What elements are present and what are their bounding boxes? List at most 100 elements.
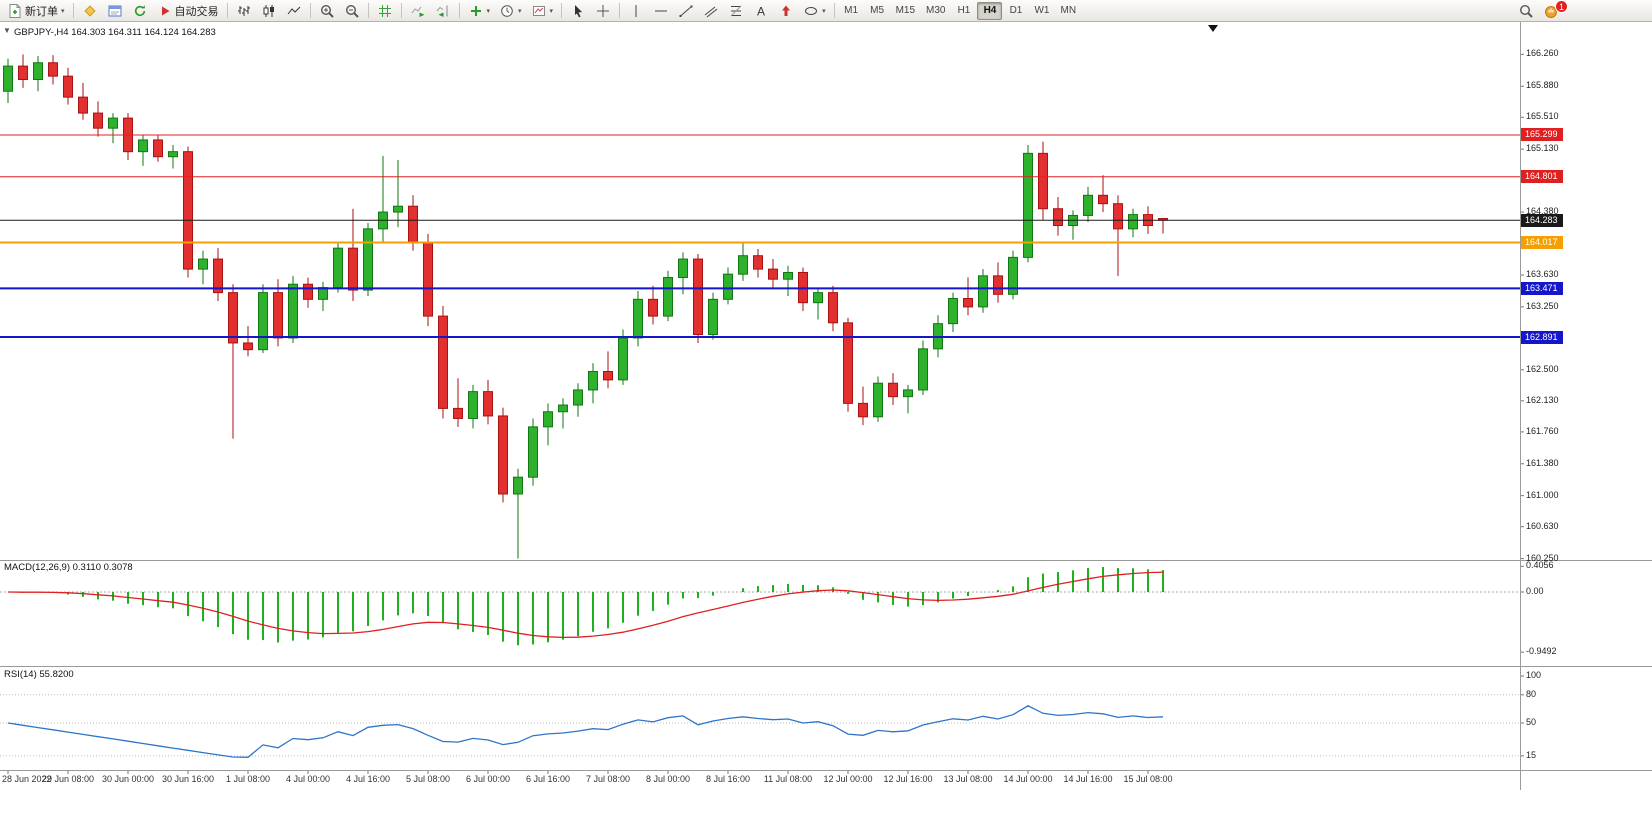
autoscroll-icon [411,6,425,17]
bar-chart-icon [237,5,250,16]
templates-button[interactable]: ▾ [527,1,558,21]
rsi-axis-label: 50 [1526,717,1537,727]
search-button[interactable] [1514,1,1538,21]
zoom-out-button[interactable] [340,1,364,21]
metaeditor-icon [83,4,96,17]
chevron-down-icon: ▾ [549,7,554,15]
horizontal-line-button[interactable] [649,1,673,21]
notification-badge: 1 [1555,0,1568,13]
price-axis-label: 164.380 [1526,206,1559,217]
panel-separator[interactable] [0,560,1652,561]
time-axis-label: 30 Jun 00:00 [101,774,155,784]
text-icon: A [757,4,765,18]
price-axis-label: 163.250 [1526,300,1559,311]
price-axis[interactable]: 166.260165.880165.510165.130164.760164.3… [1520,22,1652,770]
trendline-button[interactable] [674,1,698,21]
candlestick-chart-icon [263,4,274,17]
channel-button[interactable] [699,1,723,21]
price-axis-label: 160.250 [1526,552,1559,563]
data-window-icon [108,5,122,16]
template-icon [532,5,545,16]
candles [3,54,1168,559]
refresh-button[interactable] [128,1,152,21]
shapes-button[interactable]: ▾ [799,1,830,21]
indicators-button[interactable]: ▾ [464,1,495,21]
zoom-in-icon [320,4,334,18]
time-axis-label: 4 Jul 00:00 [285,774,331,784]
time-axis-label: 29 Jun 08:00 [41,774,95,784]
text-button[interactable]: A [749,1,773,21]
arrow-symbol-icon [782,5,791,16]
cursor-button[interactable] [566,1,590,21]
chevron-down-icon: ▾ [486,7,491,15]
timeframe-button-h1[interactable]: H1 [951,2,976,20]
line-chart-button[interactable] [282,1,306,21]
periods-button[interactable]: ▾ [495,1,526,21]
horizontal-lines[interactable] [0,134,1520,339]
arrows-button[interactable] [774,1,798,21]
timeframe-button-h4[interactable]: H4 [977,1,1003,20]
price-axis-label: 165.880 [1526,80,1559,91]
line-chart-icon [287,6,300,14]
timeframe-button-m30[interactable]: M30 [921,2,950,20]
level-price-tag: 164.017 [1521,236,1563,250]
panel-separator[interactable] [0,666,1652,667]
time-axis-label: 1 Jul 08:00 [225,774,271,784]
timeframe-button-m15[interactable]: M15 [891,2,920,20]
macd-panel [0,567,1520,646]
one-click-trading-toggle[interactable]: ▼ [3,26,11,35]
chart-shift-icon [436,5,448,17]
time-axis-label: 30 Jun 16:00 [161,774,215,784]
price-axis-label: 161.760 [1526,425,1559,436]
macd-label: MACD(12,26,9) 0.3110 0.3078 [4,562,133,573]
toolbar-separator [458,3,460,18]
chevron-down-icon: ▾ [61,7,65,15]
fibonacci-icon [730,5,742,16]
timeframe-button-d1[interactable]: D1 [1003,2,1028,20]
vertical-line-button[interactable] [624,1,648,21]
macd-axis-label: 0.4056 [1526,560,1554,571]
rsi-axis-label: 100 [1526,670,1542,680]
toolbar-separator [367,3,369,18]
chart-shift-button[interactable] [431,1,455,21]
timeframe-button-w1[interactable]: W1 [1029,2,1054,20]
toolbar-separator [561,3,563,18]
chevron-down-icon: ▾ [822,7,826,15]
price-axis-label: 163.630 [1526,269,1559,279]
hand-pointer-icon [1545,5,1557,18]
bar-chart-button[interactable] [232,1,256,21]
new-order-button[interactable]: 新订单 ▾ [3,1,69,21]
metaeditor-button[interactable] [78,1,102,21]
svg-text:A: A [757,4,765,18]
autoscroll-button[interactable] [406,1,430,21]
time-axis-label: 15 Jul 08:00 [1123,774,1173,784]
level-price-tag: 163.471 [1521,281,1563,295]
notifications-button[interactable]: 1 [1539,0,1568,21]
time-axis-label: 5 Jul 08:00 [405,774,451,784]
autotrading-button[interactable]: 自动交易 [153,1,223,21]
time-axis-label: 4 Jul 16:00 [345,774,391,784]
data-window-button[interactable] [103,1,127,21]
grid-button[interactable] [373,1,397,21]
timeframe-button-m1[interactable]: M1 [839,2,864,20]
panel-separator [0,770,1652,771]
price-axis-label: 162.130 [1526,394,1559,405]
crosshair-button[interactable] [591,1,615,21]
new-order-label: 新订单 [25,5,58,18]
timeframe-button-m5[interactable]: M5 [865,2,890,20]
time-axis-label: 14 Jul 00:00 [1003,774,1053,784]
chart-shift-marker[interactable] [1208,25,1218,32]
rsi-label: RSI(14) 55.8200 [4,669,74,680]
trendline-icon [679,5,693,17]
fibonacci-button[interactable] [724,1,748,21]
price-axis-label: 161.380 [1526,457,1559,468]
rsi-axis-label: 80 [1526,688,1537,699]
timeframe-button-mn[interactable]: MN [1055,2,1081,20]
search-icon [1519,4,1533,18]
candlestick-chart-button[interactable] [257,1,281,21]
price-axis-label: 162.500 [1526,363,1559,374]
zoom-out-icon [345,4,359,18]
zoom-in-button[interactable] [315,1,339,21]
time-axis-label: 8 Jul 00:00 [645,774,691,784]
